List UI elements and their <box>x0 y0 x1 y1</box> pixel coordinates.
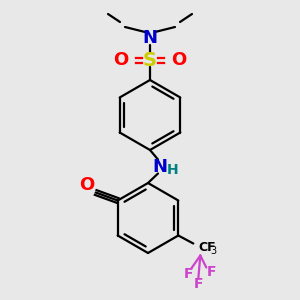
Text: N: N <box>152 158 167 175</box>
Text: H: H <box>167 163 179 176</box>
Text: 3: 3 <box>210 247 216 256</box>
Text: CF: CF <box>198 241 216 254</box>
Text: N: N <box>142 29 158 47</box>
Text: S: S <box>143 50 157 70</box>
Text: O: O <box>113 51 129 69</box>
Text: F: F <box>194 277 203 290</box>
Text: O: O <box>79 176 94 194</box>
Text: F: F <box>184 266 193 280</box>
Text: F: F <box>207 265 216 278</box>
Text: O: O <box>171 51 187 69</box>
